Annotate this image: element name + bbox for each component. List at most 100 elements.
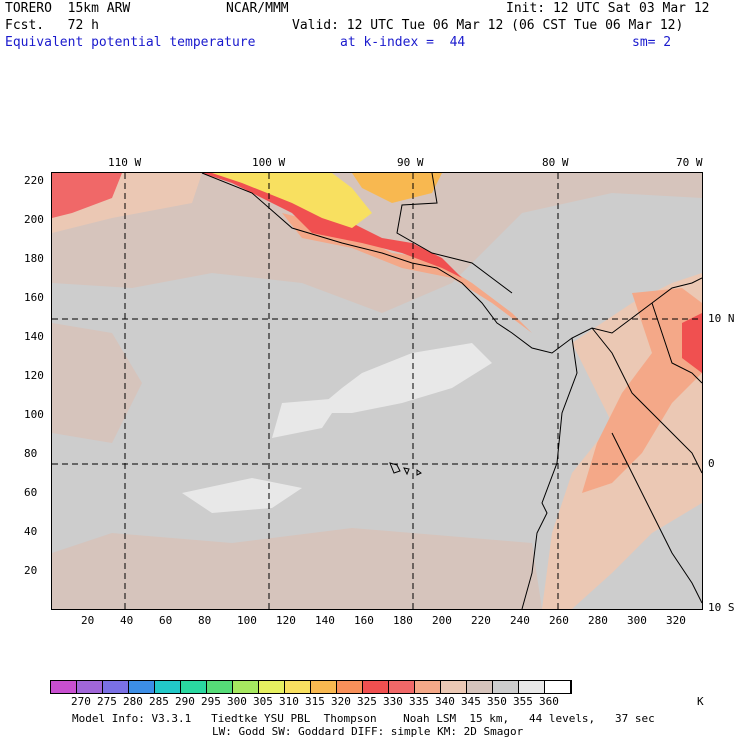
red-region-colombia bbox=[682, 313, 702, 373]
colorbar-swatch bbox=[311, 681, 337, 693]
colorbar-value: 360 bbox=[539, 695, 559, 708]
colorbar-swatch bbox=[337, 681, 363, 693]
colorbar-value: 285 bbox=[149, 695, 169, 708]
longitude-label: 70 W bbox=[676, 156, 703, 169]
grid-x-label: 40 bbox=[120, 614, 134, 627]
grid-x-label: 120 bbox=[276, 614, 296, 627]
grid-x-label: 80 bbox=[198, 614, 212, 627]
salmon-region-nw bbox=[52, 173, 122, 218]
light-region-2 bbox=[182, 478, 302, 513]
light-region-1 bbox=[312, 343, 492, 413]
light-region-3 bbox=[272, 398, 342, 438]
theta-e-map bbox=[51, 172, 703, 610]
colorbar-value: 320 bbox=[331, 695, 351, 708]
latitude-label: 10 N bbox=[708, 312, 735, 325]
longitude-label: 80 W bbox=[542, 156, 569, 169]
colorbar-swatch bbox=[207, 681, 233, 693]
grid-x-label: 320 bbox=[666, 614, 686, 627]
organization: NCAR/MMM bbox=[226, 1, 289, 16]
grid-x-label: 100 bbox=[237, 614, 257, 627]
border-colombia-ecuador bbox=[591, 327, 702, 474]
longitude-label: 100 W bbox=[252, 156, 286, 169]
grid-x-label: 240 bbox=[510, 614, 530, 627]
grid-y-label: 100 bbox=[24, 408, 44, 421]
yellow-region-mexico bbox=[212, 173, 372, 228]
orange-region-mexico bbox=[352, 173, 442, 203]
colorbar-swatch bbox=[155, 681, 181, 693]
colorbar-value: 300 bbox=[227, 695, 247, 708]
forecast-hour: Fcst. 72 h bbox=[5, 18, 99, 33]
grid-x-label: 300 bbox=[627, 614, 647, 627]
grid-y-label: 180 bbox=[24, 252, 44, 265]
tan-region-west bbox=[52, 323, 142, 443]
level-index: at k-index = 44 bbox=[340, 35, 466, 50]
colorbar-value: 280 bbox=[123, 695, 143, 708]
smoothing: sm= 2 bbox=[632, 35, 672, 50]
grid-y-label: 60 bbox=[24, 486, 38, 499]
grid-y-label: 80 bbox=[24, 447, 38, 460]
grid-y-label: 140 bbox=[24, 330, 44, 343]
grid-x-label: 140 bbox=[315, 614, 335, 627]
tan-region-south bbox=[52, 528, 542, 609]
colorbar-value: 330 bbox=[383, 695, 403, 708]
grid-y-label: 220 bbox=[24, 174, 44, 187]
border-mexico-guatemala bbox=[396, 173, 513, 294]
salmon-region-andes bbox=[582, 288, 702, 493]
longitude-label: 90 W bbox=[397, 156, 424, 169]
colorbar-value: 325 bbox=[357, 695, 377, 708]
coastline-south-america bbox=[521, 337, 578, 609]
colorbar-swatch bbox=[129, 681, 155, 693]
latitude-label: 0 bbox=[708, 457, 715, 470]
model-name: TORERO 15km ARW bbox=[5, 1, 131, 16]
grid-y-label: 200 bbox=[24, 213, 44, 226]
colorbar-value: 345 bbox=[461, 695, 481, 708]
grid-x-label: 260 bbox=[549, 614, 569, 627]
colorbar-value: 305 bbox=[253, 695, 273, 708]
colorbar-value: 350 bbox=[487, 695, 507, 708]
colorbar-value: 310 bbox=[279, 695, 299, 708]
colorbar-value: 340 bbox=[435, 695, 455, 708]
colorbar-swatch bbox=[285, 681, 311, 693]
colorbar-swatch bbox=[103, 681, 129, 693]
colorbar-swatch bbox=[441, 681, 467, 693]
model-info-line1: Model Info: V3.3.1 Tiedtke YSU PBL Thomp… bbox=[72, 712, 655, 725]
colorbar-swatch bbox=[545, 681, 571, 693]
grid-y-label: 120 bbox=[24, 369, 44, 382]
colorbar-unit: K bbox=[697, 695, 704, 708]
grid-y-label: 160 bbox=[24, 291, 44, 304]
grid-y-label: 20 bbox=[24, 564, 38, 577]
coastline-central-america bbox=[201, 173, 702, 354]
border-colombia-venezuela bbox=[651, 302, 702, 384]
longitude-label: 110 W bbox=[108, 156, 142, 169]
valid-time: Valid: 12 UTC Tue 06 Mar 12 (06 CST Tue … bbox=[292, 18, 684, 33]
colorbar-value: 290 bbox=[175, 695, 195, 708]
grid-x-label: 60 bbox=[159, 614, 173, 627]
colorbar-swatch bbox=[467, 681, 493, 693]
grid-x-label: 220 bbox=[471, 614, 491, 627]
colorbar-value: 275 bbox=[97, 695, 117, 708]
colorbar-value: 355 bbox=[513, 695, 533, 708]
colorbar-swatch bbox=[77, 681, 103, 693]
colorbar-swatch bbox=[259, 681, 285, 693]
salmon-region-central bbox=[282, 213, 532, 333]
graticule bbox=[52, 173, 702, 609]
colorbar-swatch bbox=[233, 681, 259, 693]
grid-x-label: 180 bbox=[393, 614, 413, 627]
field-name: Equivalent potential temperature bbox=[5, 35, 256, 50]
colorbar-swatch bbox=[181, 681, 207, 693]
init-time: Init: 12 UTC Sat 03 Mar 12 bbox=[506, 1, 710, 16]
colorbar-value: 270 bbox=[71, 695, 91, 708]
coastlines bbox=[201, 173, 702, 609]
map-canvas bbox=[52, 173, 702, 609]
border-peru-brazil bbox=[611, 432, 702, 604]
colorbar-swatch bbox=[363, 681, 389, 693]
colorbar-swatch bbox=[389, 681, 415, 693]
grid-x-label: 20 bbox=[81, 614, 95, 627]
grid-y-label: 40 bbox=[24, 525, 38, 538]
red-region-mexico bbox=[202, 173, 462, 278]
colorbar-value: 295 bbox=[201, 695, 221, 708]
grid-x-label: 200 bbox=[432, 614, 452, 627]
grid-x-label: 160 bbox=[354, 614, 374, 627]
colorbar-swatch bbox=[51, 681, 77, 693]
colorbar-swatch bbox=[415, 681, 441, 693]
